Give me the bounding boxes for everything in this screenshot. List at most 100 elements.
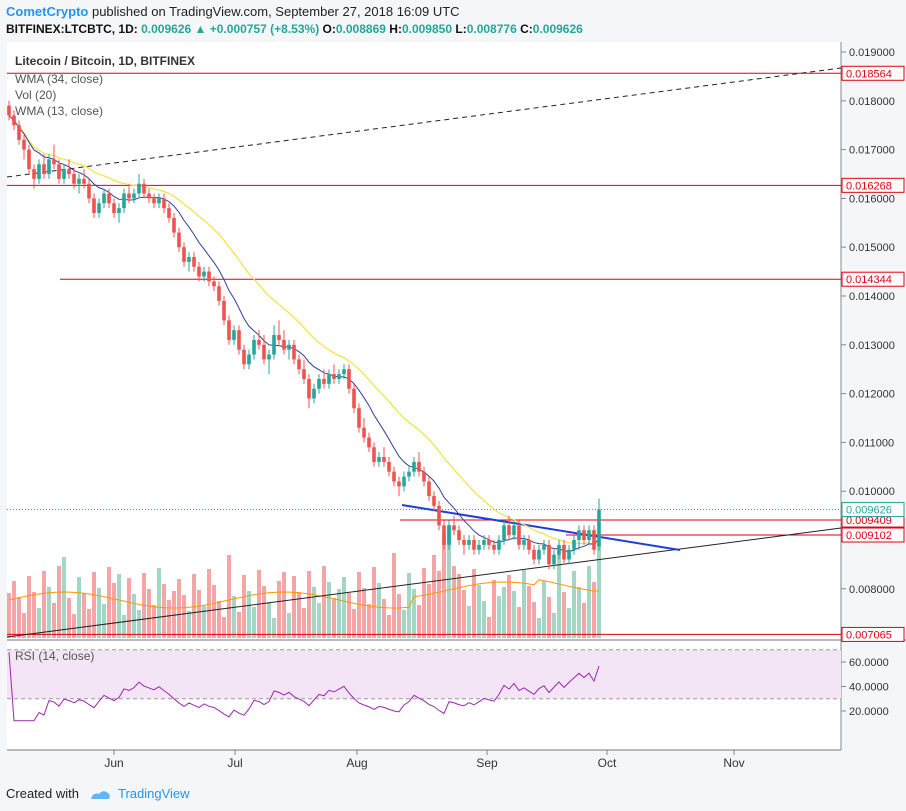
candle-body[interactable]	[592, 530, 596, 550]
candle-body[interactable]	[397, 481, 401, 487]
candle-body[interactable]	[227, 320, 231, 340]
candle-body[interactable]	[52, 159, 56, 165]
candle-body[interactable]	[412, 461, 416, 472]
candle-body[interactable]	[117, 208, 121, 214]
candle-body[interactable]	[502, 525, 506, 540]
candle-body[interactable]	[277, 335, 281, 340]
candle-body[interactable]	[337, 374, 341, 379]
candle-body[interactable]	[97, 203, 101, 214]
candle-body[interactable]	[267, 354, 271, 360]
candle-body[interactable]	[287, 344, 291, 350]
candle-body[interactable]	[342, 369, 346, 375]
candle-body[interactable]	[552, 554, 556, 565]
candle-body[interactable]	[327, 374, 331, 384]
candle-body[interactable]	[147, 193, 151, 199]
candle-body[interactable]	[77, 178, 81, 184]
candle-body[interactable]	[212, 281, 216, 287]
candle-body[interactable]	[12, 115, 16, 126]
candle-body[interactable]	[457, 530, 461, 540]
candle-body[interactable]	[87, 183, 91, 199]
candle-body[interactable]	[527, 540, 531, 550]
candle-body[interactable]	[562, 544, 566, 560]
candle-body[interactable]	[447, 525, 451, 545]
candle-body[interactable]	[382, 457, 386, 462]
candle-body[interactable]	[477, 544, 481, 550]
candle-body[interactable]	[47, 159, 51, 174]
candle-body[interactable]	[582, 530, 586, 540]
candle-body[interactable]	[217, 286, 221, 301]
candle-body[interactable]	[7, 105, 11, 116]
candle-body[interactable]	[462, 540, 466, 545]
candle-body[interactable]	[22, 139, 26, 150]
candle-body[interactable]	[272, 335, 276, 355]
candle-body[interactable]	[42, 164, 46, 174]
candle-body[interactable]	[222, 300, 226, 321]
candle-body[interactable]	[62, 169, 66, 179]
candle-body[interactable]	[472, 540, 476, 550]
candle-body[interactable]	[82, 178, 86, 184]
candle-body[interactable]	[492, 544, 496, 550]
legend-vol[interactable]: Vol (20)	[15, 88, 57, 102]
candle-body[interactable]	[512, 525, 516, 536]
candle-body[interactable]	[57, 164, 61, 179]
candle-body[interactable]	[537, 549, 541, 560]
candle-body[interactable]	[32, 169, 36, 179]
candle-body[interactable]	[172, 217, 176, 233]
price-chart[interactable]: 0.019000 0.018000 0.017000 0.016000 0.015000…	[0, 0, 906, 786]
candle-body[interactable]	[322, 378, 326, 384]
candle-body[interactable]	[557, 544, 561, 555]
candle-body[interactable]	[377, 457, 381, 462]
candle-body[interactable]	[247, 354, 251, 365]
candle-body[interactable]	[392, 471, 396, 482]
candle-body[interactable]	[187, 256, 191, 262]
candle-body[interactable]	[422, 471, 426, 482]
candle-body[interactable]	[152, 198, 156, 204]
candle-body[interactable]	[372, 447, 376, 462]
candle-body[interactable]	[182, 247, 186, 262]
candle-body[interactable]	[357, 408, 361, 428]
support-trend-line[interactable]	[6, 527, 842, 638]
candle-body[interactable]	[417, 461, 421, 472]
candle-body[interactable]	[317, 378, 321, 389]
candle-body[interactable]	[302, 369, 306, 379]
candle-body[interactable]	[587, 530, 591, 540]
candle-body[interactable]	[207, 271, 211, 282]
candle-body[interactable]	[542, 544, 546, 550]
candle-body[interactable]	[347, 369, 351, 389]
candle-body[interactable]	[137, 183, 141, 194]
candle-body[interactable]	[252, 339, 256, 355]
legend-rsi[interactable]: RSI (14, close)	[15, 649, 95, 663]
candle-body[interactable]	[407, 471, 411, 477]
candle-body[interactable]	[517, 525, 521, 545]
candle-body[interactable]	[367, 437, 371, 448]
candle-body[interactable]	[522, 540, 526, 545]
candle-body[interactable]	[362, 427, 366, 438]
legend-wma13[interactable]: WMA (13, close)	[15, 104, 104, 118]
candle-body[interactable]	[292, 344, 296, 360]
candle-body[interactable]	[232, 330, 236, 340]
candle-body[interactable]	[177, 232, 181, 248]
candle-body[interactable]	[262, 344, 266, 360]
candle-body[interactable]	[27, 149, 31, 170]
candle-body[interactable]	[437, 505, 441, 526]
tradingview-brand[interactable]: TradingView	[118, 786, 190, 801]
candle-body[interactable]	[122, 193, 126, 209]
candle-body[interactable]	[167, 208, 171, 218]
candle-body[interactable]	[192, 256, 196, 267]
candle-body[interactable]	[72, 174, 76, 184]
candle-body[interactable]	[352, 388, 356, 409]
candle-body[interactable]	[597, 509, 601, 547]
dashed-trend-line[interactable]	[6, 67, 842, 178]
candle-body[interactable]	[572, 540, 576, 550]
candle-body[interactable]	[567, 549, 571, 560]
candle-body[interactable]	[332, 374, 336, 379]
candle-body[interactable]	[282, 339, 286, 350]
candle-body[interactable]	[452, 525, 456, 531]
candle-body[interactable]	[307, 378, 311, 399]
candle-body[interactable]	[497, 540, 501, 550]
candle-body[interactable]	[237, 330, 241, 350]
candle-body[interactable]	[427, 481, 431, 497]
candle-body[interactable]	[202, 271, 206, 277]
candle-body[interactable]	[17, 125, 21, 140]
candle-body[interactable]	[37, 164, 41, 179]
